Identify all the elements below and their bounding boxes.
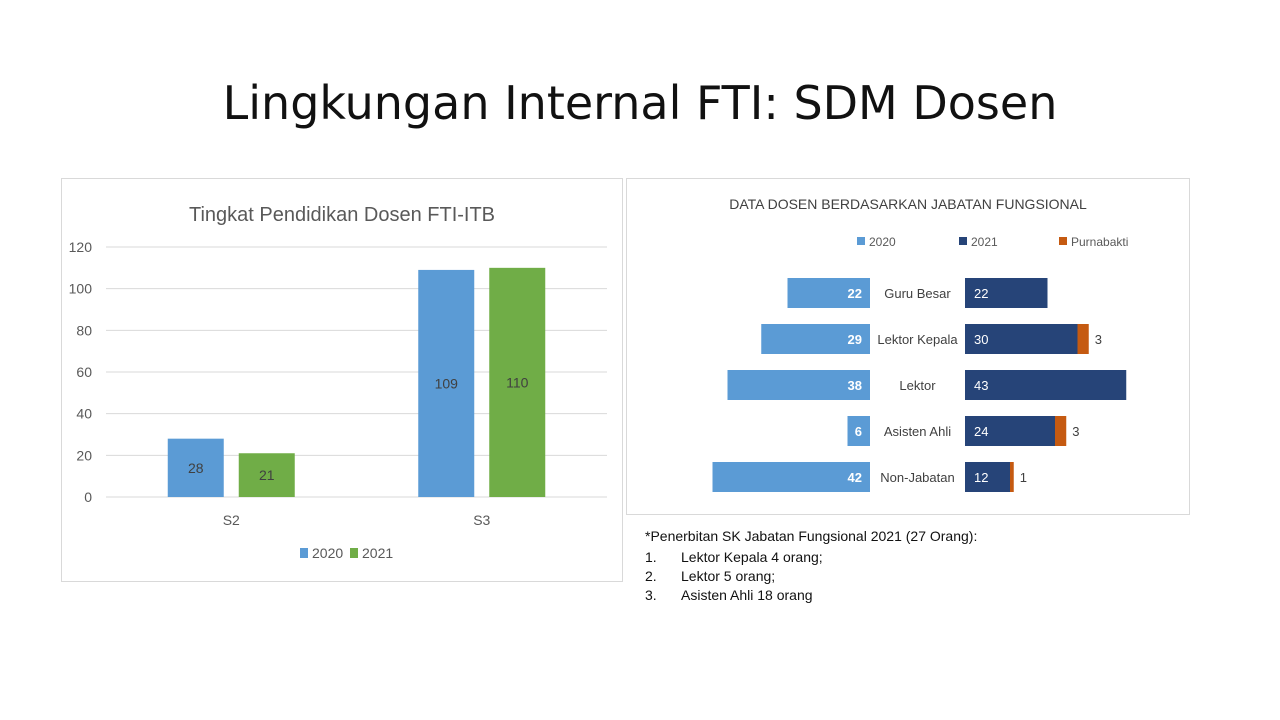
note-item-number: 3. (645, 587, 657, 603)
y-tick-label: 60 (76, 364, 92, 380)
y-tick-label: 20 (76, 447, 92, 463)
legend-swatch (857, 237, 865, 245)
bar (489, 267, 546, 497)
legend-swatch (1059, 237, 1067, 245)
y-tick-label: 100 (69, 281, 93, 297)
category-label: Lektor Kepala (877, 332, 958, 347)
legend-label: 2021 (971, 235, 998, 249)
legend-label: 2020 (312, 545, 343, 561)
bar-2021 (965, 370, 1127, 400)
bar (167, 438, 224, 497)
data-label: 22 (974, 286, 988, 301)
data-label: 6 (855, 424, 862, 439)
data-label: 43 (974, 378, 988, 393)
note-list: 1. Lektor Kepala 4 orang; 2. Lektor 5 oran… (645, 548, 1205, 605)
data-label: 109 (435, 375, 459, 391)
data-label: 29 (848, 332, 862, 347)
y-tick-label: 80 (76, 322, 92, 338)
position-chart: DATA DOSEN BERDASARKAN JABATAN FUNGSIONA… (712, 196, 1128, 492)
slide-title: Lingkungan Internal FTI: SDM Dosen (222, 76, 1058, 130)
sk-note: *Penerbitan SK Jabatan Fungsional 2021 (… (645, 527, 1205, 605)
x-tick-label: S2 (223, 512, 240, 528)
chart-title: Tingkat Pendidikan Dosen FTI-ITB (189, 204, 495, 226)
data-label: 12 (974, 470, 988, 485)
data-label: 22 (848, 286, 862, 301)
bar-2020 (712, 462, 870, 492)
legend-swatch (300, 548, 308, 558)
education-chart: Tingkat Pendidikan Dosen FTI-ITB 0 20 40 60 8… (69, 204, 607, 561)
bar (238, 453, 295, 497)
category-label: Lektor (899, 378, 936, 393)
note-item: 2. Lektor 5 orang; (645, 567, 1205, 586)
data-label: 21 (259, 467, 275, 483)
bar-2021 (965, 278, 1048, 308)
note-item-text: Lektor 5 orang; (681, 568, 776, 584)
legend-swatch (959, 237, 967, 245)
bar-purnabakti (1010, 462, 1014, 492)
y-tick-label: 120 (69, 239, 93, 255)
data-label: 24 (974, 424, 988, 439)
data-label: 110 (506, 374, 529, 390)
legend-swatch (350, 548, 358, 558)
data-label: 30 (974, 332, 988, 347)
category-label: Asisten Ahli (884, 424, 951, 439)
bar (418, 269, 475, 497)
data-label: 28 (188, 460, 204, 476)
category-label: Guru Besar (884, 286, 951, 301)
note-item-number: 1. (645, 549, 657, 565)
data-label: 42 (848, 470, 862, 485)
data-label: 1 (1020, 470, 1027, 485)
bar-2021 (965, 416, 1055, 446)
y-tick-label: 0 (84, 489, 92, 505)
bar-purnabakti (1077, 324, 1089, 354)
chart-title: DATA DOSEN BERDASARKAN JABATAN FUNGSIONA… (729, 196, 1087, 212)
bar-2020 (727, 370, 870, 400)
bar-2021 (965, 324, 1078, 354)
legend-label: 2020 (869, 235, 896, 249)
note-item-text: Asisten Ahli 18 orang (681, 587, 813, 603)
note-item-text: Lektor Kepala 4 orang; (681, 549, 823, 565)
y-tick-label: 40 (76, 406, 92, 422)
bar-2020 (761, 324, 870, 354)
bar-2020 (787, 278, 870, 308)
bar-2021 (965, 462, 1010, 492)
legend-label: Purnabakti (1071, 235, 1128, 249)
education-chart-panel: Tingkat Pendidikan Dosen FTI-ITB 0 20 40 60 8… (61, 178, 623, 582)
note-item: 3. Asisten Ahli 18 orang (645, 586, 1205, 605)
category-label: Non-Jabatan (880, 470, 954, 485)
note-item: 1. Lektor Kepala 4 orang; (645, 548, 1205, 567)
bar-purnabakti (1055, 416, 1067, 446)
note-heading: *Penerbitan SK Jabatan Fungsional 2021 (… (645, 528, 978, 544)
legend-label: 2021 (362, 545, 393, 561)
bar-2020 (847, 416, 870, 446)
data-label: 38 (848, 378, 862, 393)
data-label: 3 (1072, 424, 1079, 439)
position-chart-panel: DATA DOSEN BERDASARKAN JABATAN FUNGSIONA… (626, 178, 1190, 515)
x-tick-label: S3 (473, 512, 490, 528)
data-label: 3 (1095, 332, 1102, 347)
note-item-number: 2. (645, 568, 657, 584)
